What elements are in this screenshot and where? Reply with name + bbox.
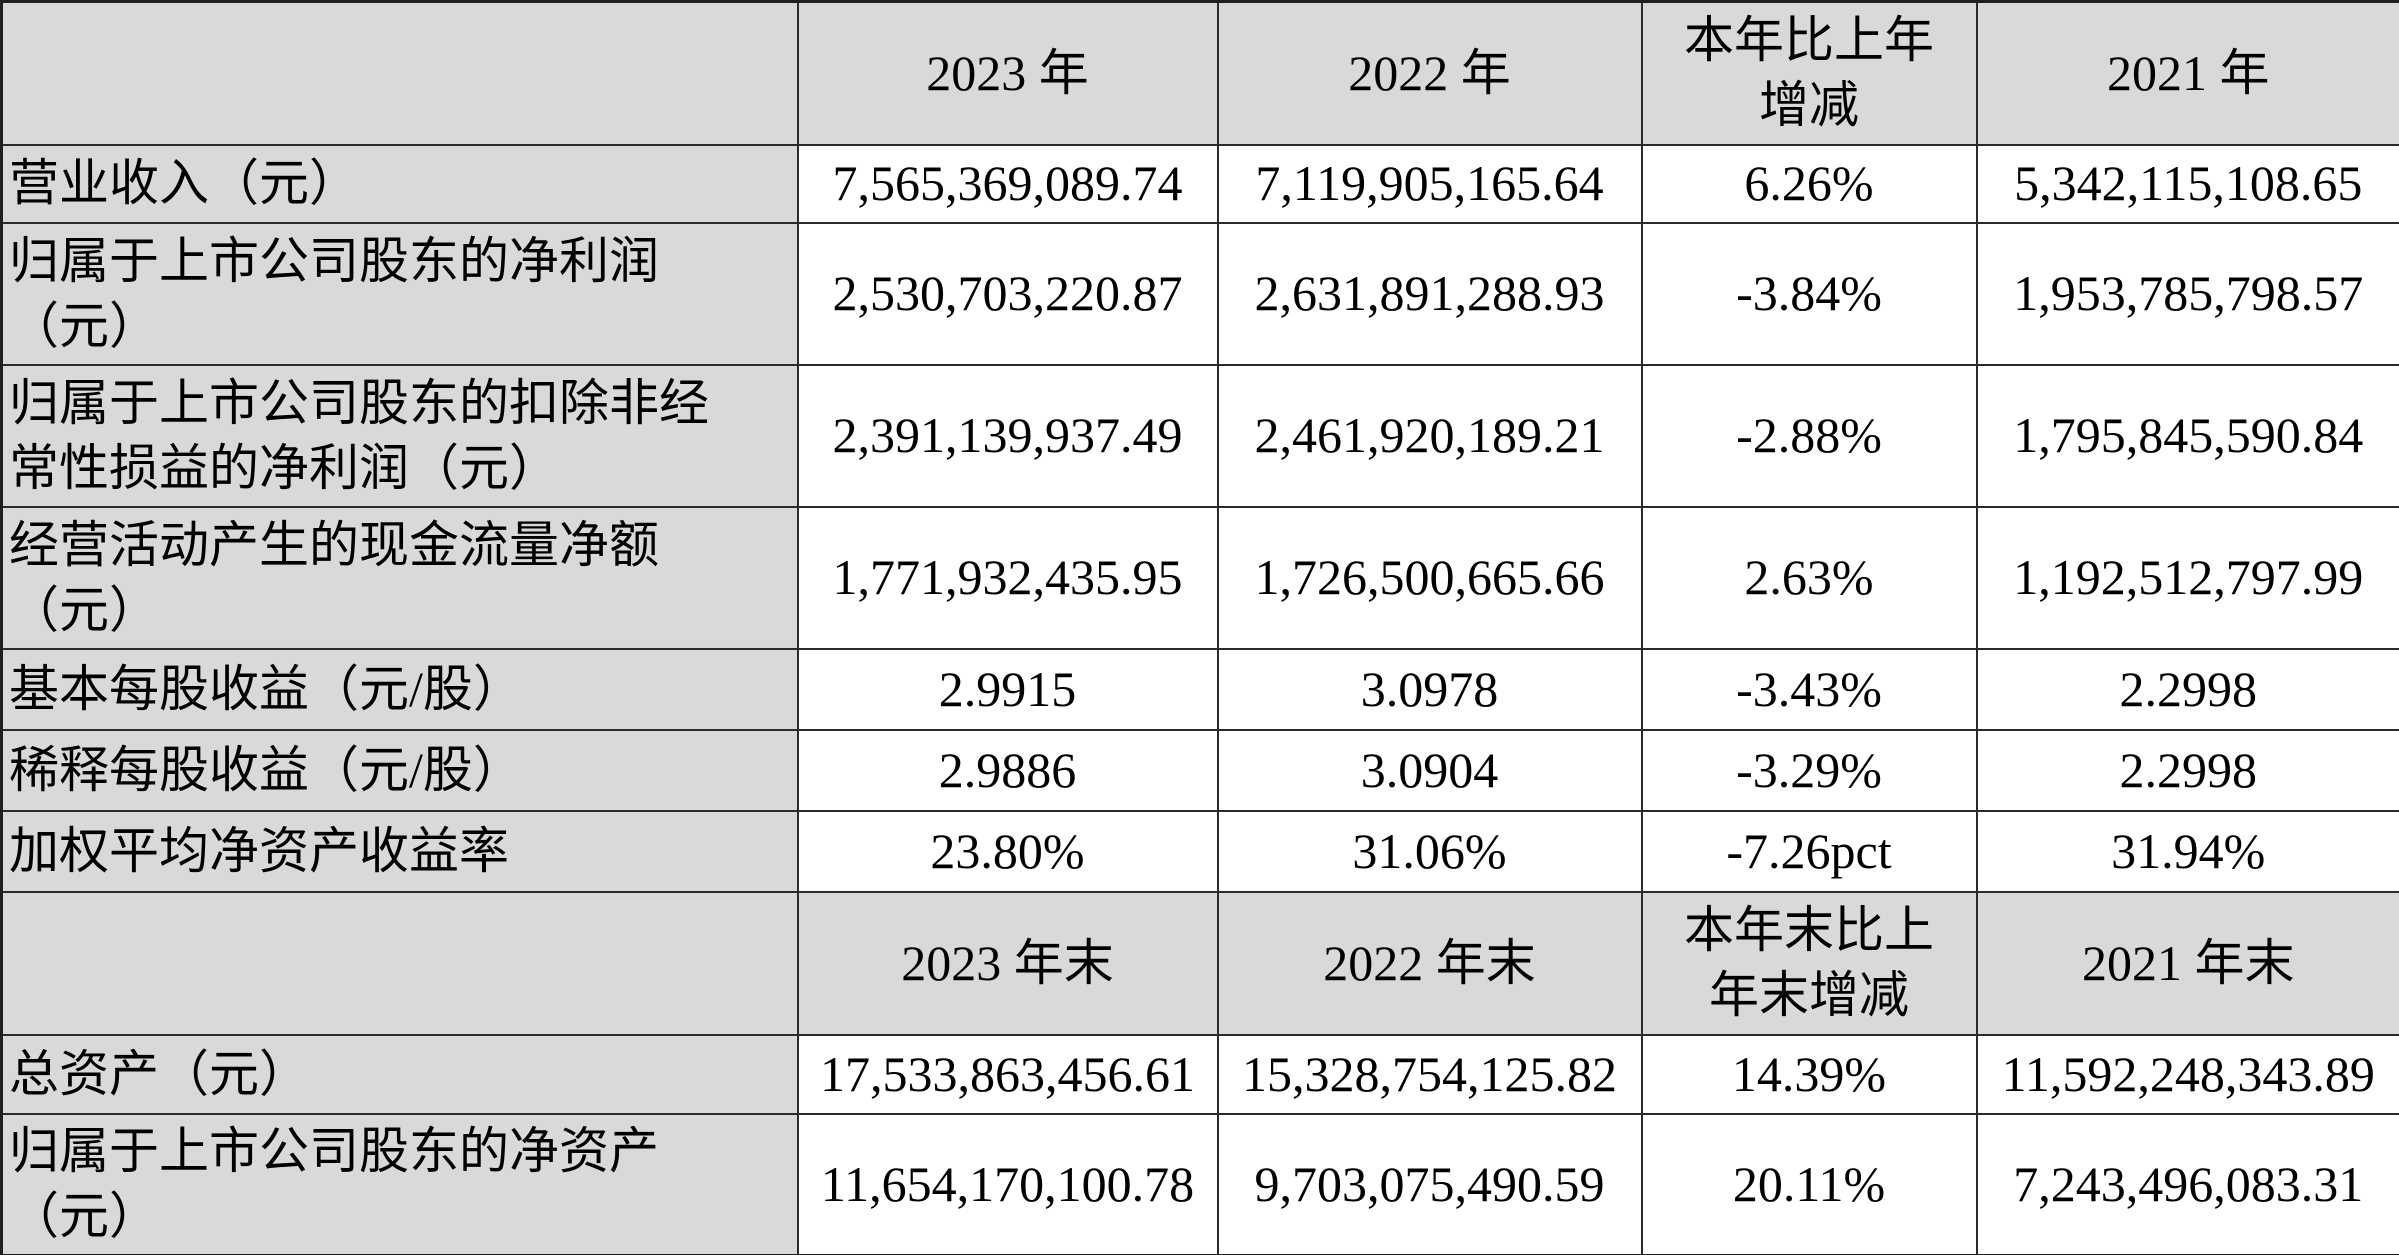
deducted-net-profit-2021: 1,795,845,590.84 — [1975, 363, 2399, 508]
operating-cash-flow-2022: 1,726,500,665.66 — [1216, 505, 1643, 650]
total-assets-2023: 17,533,863,456.61 — [796, 1033, 1219, 1115]
deducted-net-profit-2022: 2,461,920,189.21 — [1216, 363, 1643, 508]
period-header-2021: 2021 年 — [1975, 0, 2399, 146]
table-row-operating-cash-flow: 经营活动产生的现金流量净额 （元） 1,771,932,435.95 1,726… — [0, 505, 2399, 650]
diluted-eps-2023: 2.9886 — [796, 728, 1219, 812]
table-row-basic-eps: 基本每股收益（元/股） 2.9915 3.0978 -3.43% 2.2998 — [0, 647, 2399, 731]
total-assets-change: 14.39% — [1640, 1033, 1978, 1115]
yearend-header-2021: 2021 年末 — [1975, 890, 2399, 1036]
total-assets-2021: 11,592,248,343.89 — [1975, 1033, 2399, 1115]
deducted-net-profit-2023: 2,391,139,937.49 — [796, 363, 1219, 508]
period-header-2023: 2023 年 — [796, 0, 1219, 146]
net-assets-2022: 9,703,075,490.59 — [1216, 1112, 1643, 1255]
revenue-2023: 7,565,369,089.74 — [796, 143, 1219, 224]
period-header-blank-cell — [0, 0, 799, 146]
yearend-header-change: 本年末比上 年末增减 — [1640, 890, 1978, 1036]
operating-cash-flow-change: 2.63% — [1640, 505, 1978, 650]
basic-eps-2021: 2.2998 — [1975, 647, 2399, 731]
table-row-deducted-net-profit: 归属于上市公司股东的扣除非经 常性损益的净利润（元） 2,391,139,937… — [0, 363, 2399, 508]
row-label-revenue: 营业收入（元） — [0, 143, 799, 224]
weighted-roe-2023: 23.80% — [796, 809, 1219, 893]
row-label-weighted-roe: 加权平均净资产收益率 — [0, 809, 799, 893]
net-assets-2021: 7,243,496,083.31 — [1975, 1112, 2399, 1255]
net-profit-2023: 2,530,703,220.87 — [796, 221, 1219, 366]
basic-eps-2023: 2.9915 — [796, 647, 1219, 731]
table-row-net-profit: 归属于上市公司股东的净利润 （元） 2,530,703,220.87 2,631… — [0, 221, 2399, 366]
yearend-header-blank-cell — [0, 890, 799, 1036]
yearend-header-2023: 2023 年末 — [796, 890, 1219, 1036]
yearend-header-row: 2023 年末 2022 年末 本年末比上 年末增减 2021 年末 — [0, 890, 2399, 1036]
row-label-diluted-eps: 稀释每股收益（元/股） — [0, 728, 799, 812]
diluted-eps-2021: 2.2998 — [1975, 728, 2399, 812]
operating-cash-flow-2023: 1,771,932,435.95 — [796, 505, 1219, 650]
table-row-diluted-eps: 稀释每股收益（元/股） 2.9886 3.0904 -3.29% 2.2998 — [0, 728, 2399, 812]
weighted-roe-2022: 31.06% — [1216, 809, 1643, 893]
period-header-change: 本年比上年 增减 — [1640, 0, 1978, 146]
table-row-revenue: 营业收入（元） 7,565,369,089.74 7,119,905,165.6… — [0, 143, 2399, 224]
diluted-eps-2022: 3.0904 — [1216, 728, 1643, 812]
net-assets-change: 20.11% — [1640, 1112, 1978, 1255]
net-profit-2022: 2,631,891,288.93 — [1216, 221, 1643, 366]
revenue-2022: 7,119,905,165.64 — [1216, 143, 1643, 224]
diluted-eps-change: -3.29% — [1640, 728, 1978, 812]
deducted-net-profit-change: -2.88% — [1640, 363, 1978, 508]
total-assets-2022: 15,328,754,125.82 — [1216, 1033, 1643, 1115]
weighted-roe-change: -7.26pct — [1640, 809, 1978, 893]
yearend-header-2022: 2022 年末 — [1216, 890, 1643, 1036]
revenue-2021: 5,342,115,108.65 — [1975, 143, 2399, 224]
table-row-net-assets: 归属于上市公司股东的净资产 （元） 11,654,170,100.78 9,70… — [0, 1112, 2399, 1255]
basic-eps-2022: 3.0978 — [1216, 647, 1643, 731]
net-profit-2021: 1,953,785,798.57 — [1975, 221, 2399, 366]
period-header-2022: 2022 年 — [1216, 0, 1643, 146]
net-assets-2023: 11,654,170,100.78 — [796, 1112, 1219, 1255]
period-header-row: 2023 年 2022 年 本年比上年 增减 2021 年 — [0, 0, 2399, 146]
revenue-change: 6.26% — [1640, 143, 1978, 224]
row-label-operating-cash-flow: 经营活动产生的现金流量净额 （元） — [0, 505, 799, 650]
row-label-deducted-net-profit: 归属于上市公司股东的扣除非经 常性损益的净利润（元） — [0, 363, 799, 508]
row-label-net-assets: 归属于上市公司股东的净资产 （元） — [0, 1112, 799, 1255]
row-label-total-assets: 总资产（元） — [0, 1033, 799, 1115]
table-row-total-assets: 总资产（元） 17,533,863,456.61 15,328,754,125.… — [0, 1033, 2399, 1115]
row-label-basic-eps: 基本每股收益（元/股） — [0, 647, 799, 731]
table-row-weighted-roe: 加权平均净资产收益率 23.80% 31.06% -7.26pct 31.94% — [0, 809, 2399, 893]
operating-cash-flow-2021: 1,192,512,797.99 — [1975, 505, 2399, 650]
row-label-net-profit: 归属于上市公司股东的净利润 （元） — [0, 221, 799, 366]
weighted-roe-2021: 31.94% — [1975, 809, 2399, 893]
net-profit-change: -3.84% — [1640, 221, 1978, 366]
basic-eps-change: -3.43% — [1640, 647, 1978, 731]
